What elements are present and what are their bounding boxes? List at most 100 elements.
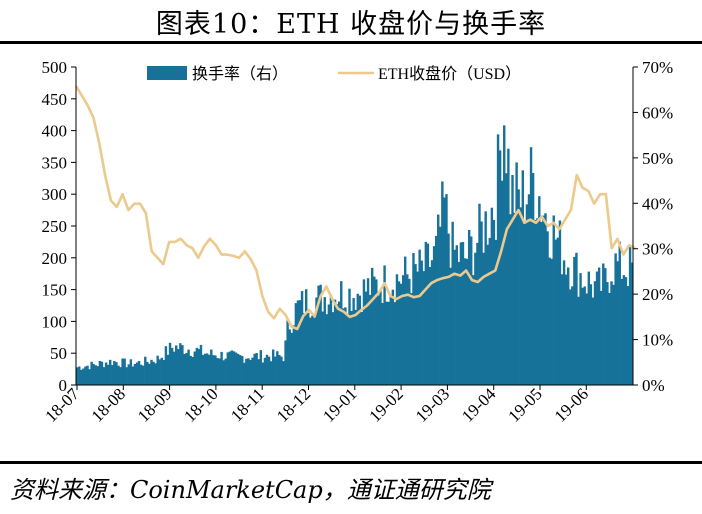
left-tick-label: 450 — [42, 90, 68, 109]
turnover-bar — [583, 286, 586, 385]
turnover-bar — [490, 207, 494, 385]
turnover-bar — [622, 275, 626, 385]
turnover-bar — [554, 239, 558, 385]
turnover-bar — [284, 340, 287, 385]
turnover-bar — [488, 237, 491, 385]
turnover-bar — [385, 301, 388, 385]
turnover-bar — [467, 229, 471, 385]
turnover-bar — [358, 295, 362, 385]
turnover-bar — [432, 246, 436, 385]
turnover-bar — [599, 290, 603, 385]
turnover-bar — [96, 366, 100, 385]
turnover-bar — [562, 260, 566, 385]
turnover-bar — [437, 214, 440, 385]
turnover-bar — [274, 356, 277, 385]
turnover-bar — [205, 353, 209, 385]
turnover-bar — [329, 295, 333, 385]
turnover-bar — [383, 265, 386, 385]
turnover-bar — [154, 363, 157, 385]
x-tick-label: 18-07 — [41, 384, 83, 426]
turnover-bar — [525, 204, 529, 385]
turnover-bar — [187, 349, 190, 385]
turnover-bar — [185, 352, 188, 385]
turnover-bar — [201, 354, 205, 385]
turnover-bar — [331, 312, 335, 385]
turnover-bar — [457, 261, 461, 385]
turnover-bar — [513, 212, 516, 385]
turnover-bar — [282, 361, 285, 385]
turnover-bar — [455, 245, 458, 385]
turnover-bar — [484, 211, 487, 385]
turnover-bar — [76, 367, 79, 385]
turnover-bar — [294, 303, 298, 385]
turnover-bar — [333, 299, 337, 385]
right-tick-label: 30% — [642, 240, 673, 259]
left-tick-label: 150 — [42, 281, 68, 300]
turnover-bar — [234, 352, 238, 385]
turnover-bar — [371, 267, 374, 385]
turnover-bar — [560, 274, 564, 385]
turnover-bar — [100, 361, 104, 385]
turnover-bar — [509, 214, 512, 385]
turnover-bar — [618, 241, 621, 385]
turnover-bar — [420, 260, 423, 385]
turnover-bar — [144, 356, 147, 385]
left-tick-label: 300 — [42, 185, 68, 204]
left-tick-label: 250 — [42, 217, 68, 236]
turnover-bar — [348, 288, 351, 385]
turnover-bar — [360, 312, 364, 385]
turnover-bar — [612, 284, 615, 385]
turnover-bar — [558, 220, 562, 385]
turnover-bar — [550, 258, 553, 385]
turnover-bar — [189, 355, 192, 385]
turnover-bar — [404, 256, 407, 385]
turnover-bar — [249, 359, 252, 385]
turnover-bar — [222, 360, 225, 385]
right-tick-label: 70% — [642, 58, 673, 77]
turnover-bar — [177, 349, 180, 385]
turnover-bar — [307, 312, 310, 385]
turnover-bar — [566, 267, 570, 385]
turnover-bar — [395, 274, 399, 385]
turnover-bar — [236, 353, 240, 385]
turnover-bar — [573, 256, 576, 385]
turnover-bar — [564, 274, 568, 385]
turnover-bar — [340, 281, 343, 385]
turnover-bar — [164, 346, 168, 385]
turnover-bar — [179, 343, 182, 385]
turnover-bar — [585, 293, 588, 385]
turnover-bar — [616, 261, 619, 385]
turnover-bar — [106, 364, 110, 385]
turnover-bar — [271, 349, 275, 385]
turnover-bar — [529, 147, 533, 385]
turnover-bar — [472, 275, 475, 385]
x-tick-label: 18-09 — [134, 384, 175, 425]
legend-line-label: ETH收盘价（USD） — [378, 64, 521, 83]
legend-bar-swatch — [147, 66, 187, 80]
turnover-bar — [78, 366, 81, 385]
x-tick-label: 19-06 — [551, 384, 592, 425]
right-tick-label: 20% — [642, 285, 673, 304]
turnover-bar — [210, 349, 213, 385]
turnover-bar — [319, 284, 322, 385]
turnover-bar — [111, 365, 114, 385]
turnover-bar — [259, 350, 263, 385]
turnover-bar — [593, 281, 597, 385]
turnover-bar — [441, 181, 444, 385]
turnover-bar — [238, 355, 242, 385]
turnover-bar — [197, 348, 201, 385]
turnover-bar — [346, 314, 349, 385]
turnover-bar — [362, 279, 366, 385]
source-note: 资料来源：CoinMarketCap，通证通研究院 — [10, 476, 491, 504]
turnover-bar — [226, 352, 230, 385]
turnover-bar — [152, 361, 155, 385]
turnover-bar — [575, 252, 578, 385]
turnover-bar — [88, 369, 91, 385]
turnover-bar — [290, 332, 293, 385]
left-tick-label: 500 — [42, 58, 68, 77]
turnover-bar — [354, 309, 357, 385]
turnover-bar — [276, 351, 279, 385]
turnover-bar — [356, 293, 359, 385]
turnover-bar — [121, 358, 124, 385]
turnover-bar — [533, 220, 537, 385]
